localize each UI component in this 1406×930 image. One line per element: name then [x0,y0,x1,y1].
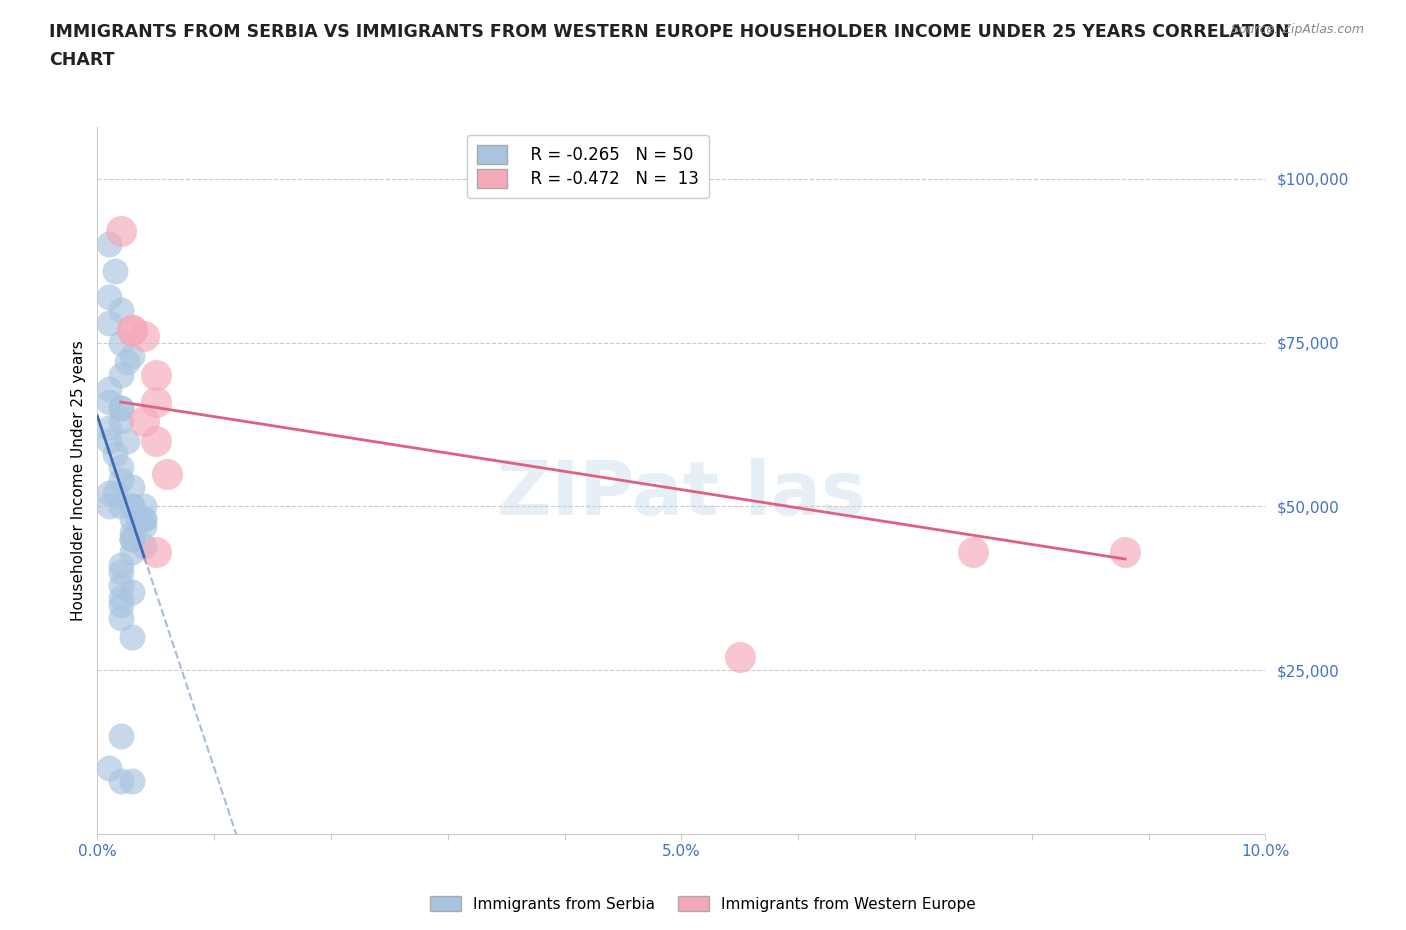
Point [110,578,132,592]
Point [110,558,132,573]
Point [121,532,143,547]
Point [98,237,121,252]
Point [104,446,127,461]
Point [98,485,121,500]
Point [98,433,121,448]
Text: ZIPat las: ZIPat las [496,458,866,531]
Point [110,224,132,239]
Point [110,610,132,625]
Point [98,498,121,513]
Point [110,459,132,474]
Point [110,597,132,612]
Point [98,394,121,409]
Point [121,545,143,560]
Legend: Immigrants from Serbia, Immigrants from Western Europe: Immigrants from Serbia, Immigrants from … [425,889,981,918]
Point [156,466,179,481]
Point [110,335,132,350]
Point [132,498,155,513]
Point [110,472,132,487]
Point [145,394,167,409]
Point [110,302,132,317]
Point [115,433,138,448]
Point [110,565,132,579]
Point [121,479,143,494]
Point [962,545,984,560]
Point [110,774,132,789]
Point [121,498,143,513]
Point [121,774,143,789]
Point [110,414,132,429]
Point [98,315,121,330]
Point [145,545,167,560]
Text: Source: ZipAtlas.com: Source: ZipAtlas.com [1230,23,1364,36]
Point [121,525,143,540]
Point [145,433,167,448]
Y-axis label: Householder Income Under 25 years: Householder Income Under 25 years [72,339,86,620]
Point [121,630,143,644]
Point [121,532,143,547]
Point [110,591,132,605]
Point [145,368,167,383]
Point [98,289,121,304]
Point [98,420,121,435]
Text: CHART: CHART [49,51,115,69]
Point [121,349,143,364]
Point [110,401,132,416]
Point [132,328,155,343]
Point [728,649,751,664]
Point [115,355,138,370]
Point [110,401,132,416]
Point [104,263,127,278]
Point [110,728,132,743]
Point [110,368,132,383]
Point [121,322,143,337]
Point [121,322,143,337]
Point [127,512,149,527]
Point [132,519,155,534]
Point [98,381,121,396]
Text: IMMIGRANTS FROM SERBIA VS IMMIGRANTS FROM WESTERN EUROPE HOUSEHOLDER INCOME UNDE: IMMIGRANTS FROM SERBIA VS IMMIGRANTS FRO… [49,23,1289,41]
Point [132,538,155,553]
Point [121,498,143,513]
Point [132,414,155,429]
Point [110,498,132,513]
Point [132,512,155,527]
Point [104,485,127,500]
Point [121,584,143,599]
Point [121,512,143,527]
Point [98,761,121,776]
Legend:   R = -0.265   N = 50,   R = -0.472   N =  13: R = -0.265 N = 50, R = -0.472 N = 13 [467,135,709,198]
Point [1114,545,1136,560]
Point [132,512,155,527]
